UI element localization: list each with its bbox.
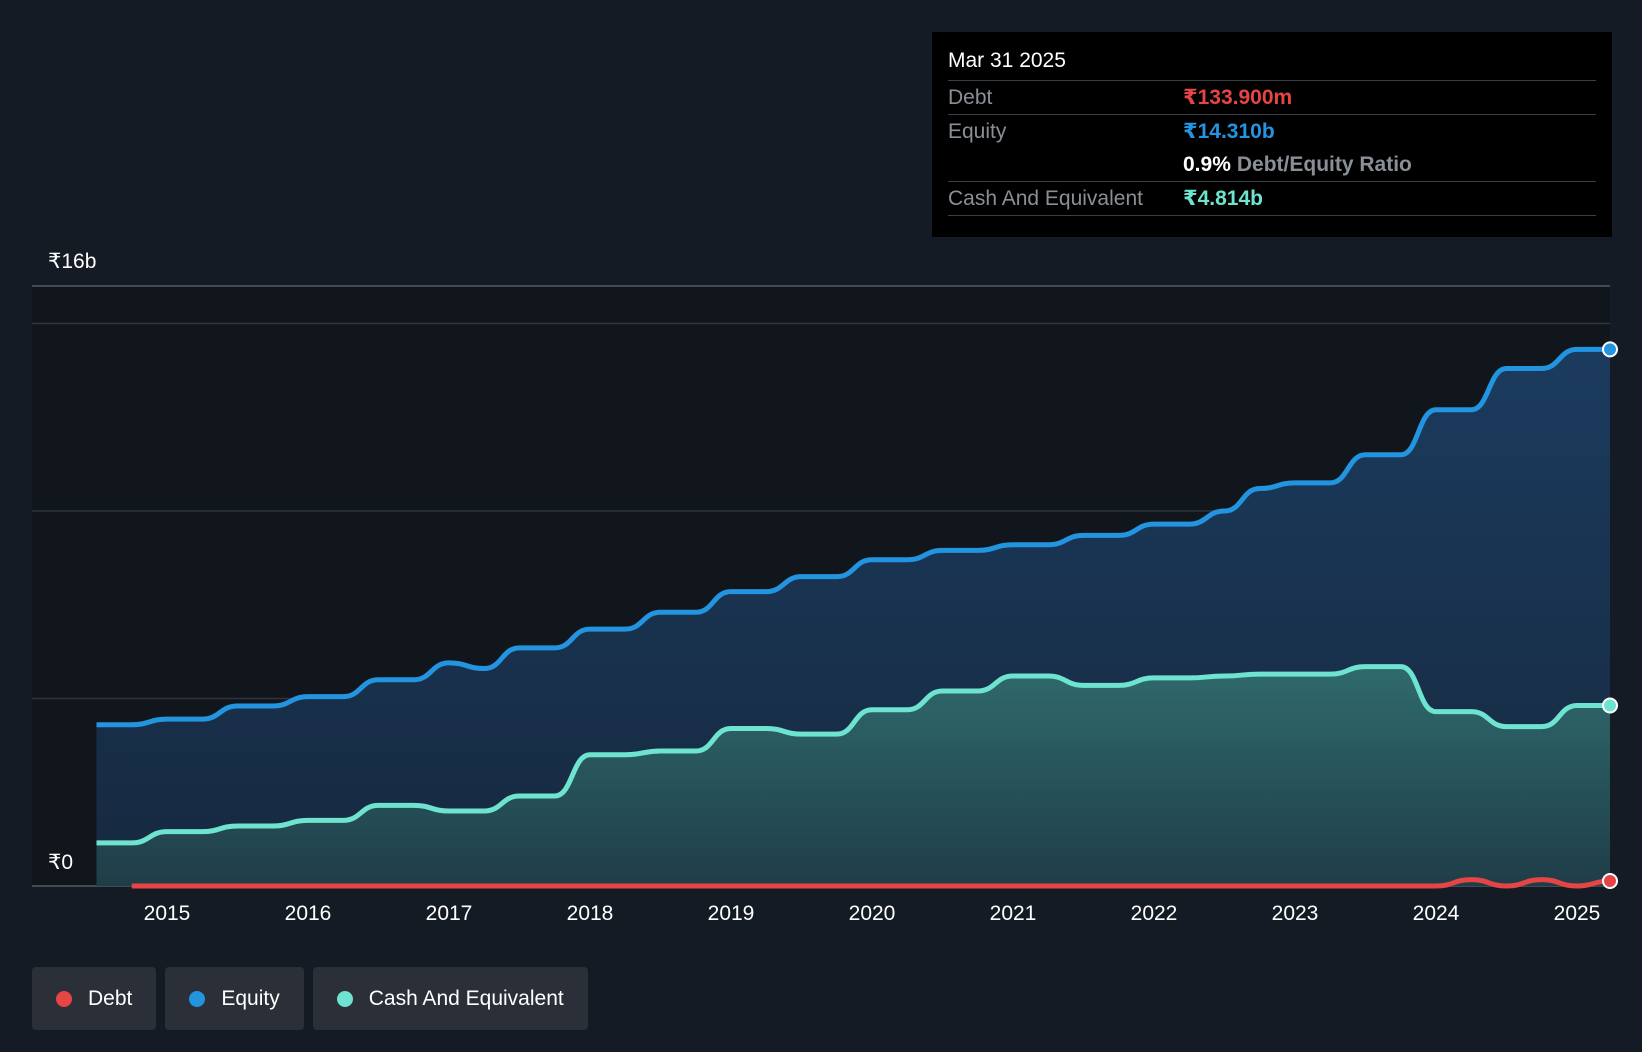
- x-axis-ticks: 2015 2016 2017 2018 2019 2020 2021 2022 2023 2024…: [144, 902, 1601, 925]
- end-markers: [1602, 341, 1618, 889]
- cash-end-marker: [1602, 697, 1618, 714]
- tooltip-cash-label: Cash And Equivalent: [948, 187, 1143, 210]
- tooltip-debt-label: Debt: [948, 86, 993, 109]
- equity-dot-icon: [189, 990, 206, 1007]
- legend-equity-label: Equity: [221, 986, 280, 1010]
- x-tick-label: 2021: [990, 902, 1037, 925]
- debt-end-marker: [1602, 872, 1618, 889]
- x-tick-label: 2020: [849, 902, 896, 925]
- tooltip-equity-value: ₹14.310b: [1183, 120, 1275, 143]
- legend-item-equity[interactable]: Equity: [165, 967, 304, 1030]
- legend-debt-label: Debt: [88, 986, 133, 1010]
- debt-line: [131, 877, 1611, 889]
- series-lines: [96, 346, 1611, 889]
- equity-end-marker: [1602, 341, 1618, 358]
- debt-dot-icon: [56, 990, 72, 1007]
- tooltip-debt-row: Debt ₹133.900m: [948, 81, 1596, 115]
- tooltip-ratio-value: 0.9%: [1183, 153, 1231, 176]
- x-tick-label: 2022: [1131, 902, 1178, 925]
- tooltip-ratio-spacer: [948, 148, 1183, 181]
- tooltip-cash-row: Cash And Equivalent ₹4.814b: [948, 182, 1596, 216]
- x-tick-label: 2019: [708, 902, 755, 925]
- x-tick-label: 2016: [285, 902, 332, 925]
- tooltip-equity-label: Equity: [948, 120, 1007, 143]
- legend-item-cash[interactable]: Cash And Equivalent: [312, 967, 588, 1030]
- cash-area: [96, 666, 1610, 886]
- tooltip-equity-row: Equity ₹14.310b: [948, 115, 1596, 148]
- x-tick-label: 2018: [567, 902, 614, 925]
- cash-line: [96, 664, 1610, 846]
- tooltip-debt-value: ₹133.900m: [1183, 86, 1293, 109]
- x-tick-label: 2024: [1413, 902, 1460, 925]
- tooltip-ratio-row: 0.9% Debt/Equity Ratio: [948, 148, 1596, 182]
- tooltip-ratio-label: Debt/Equity Ratio: [1236, 153, 1412, 176]
- legend-cash-label: Cash And Equivalent: [368, 986, 564, 1010]
- x-tick-label: 2017: [426, 902, 473, 925]
- y-axis-min-label: ₹0: [48, 851, 74, 874]
- y-axis-max-label: ₹16b: [48, 250, 97, 273]
- series-areas: [96, 349, 1610, 886]
- legend-item-debt[interactable]: Debt: [32, 967, 157, 1030]
- data-tooltip: Mar 31 2025 Debt ₹133.900m Equity ₹14.31…: [932, 32, 1612, 237]
- tooltip-cash-value: ₹4.814b: [1183, 187, 1263, 210]
- x-tick-label: 2025: [1554, 902, 1601, 925]
- equity-line: [96, 346, 1610, 728]
- tooltip-date: Mar 31 2025: [948, 46, 1596, 81]
- x-tick-label: 2023: [1272, 902, 1319, 925]
- chart-legend: Debt Equity Cash And Equivalent: [32, 967, 588, 1030]
- x-tick-label: 2015: [144, 902, 191, 925]
- cash-dot-icon: [336, 990, 353, 1007]
